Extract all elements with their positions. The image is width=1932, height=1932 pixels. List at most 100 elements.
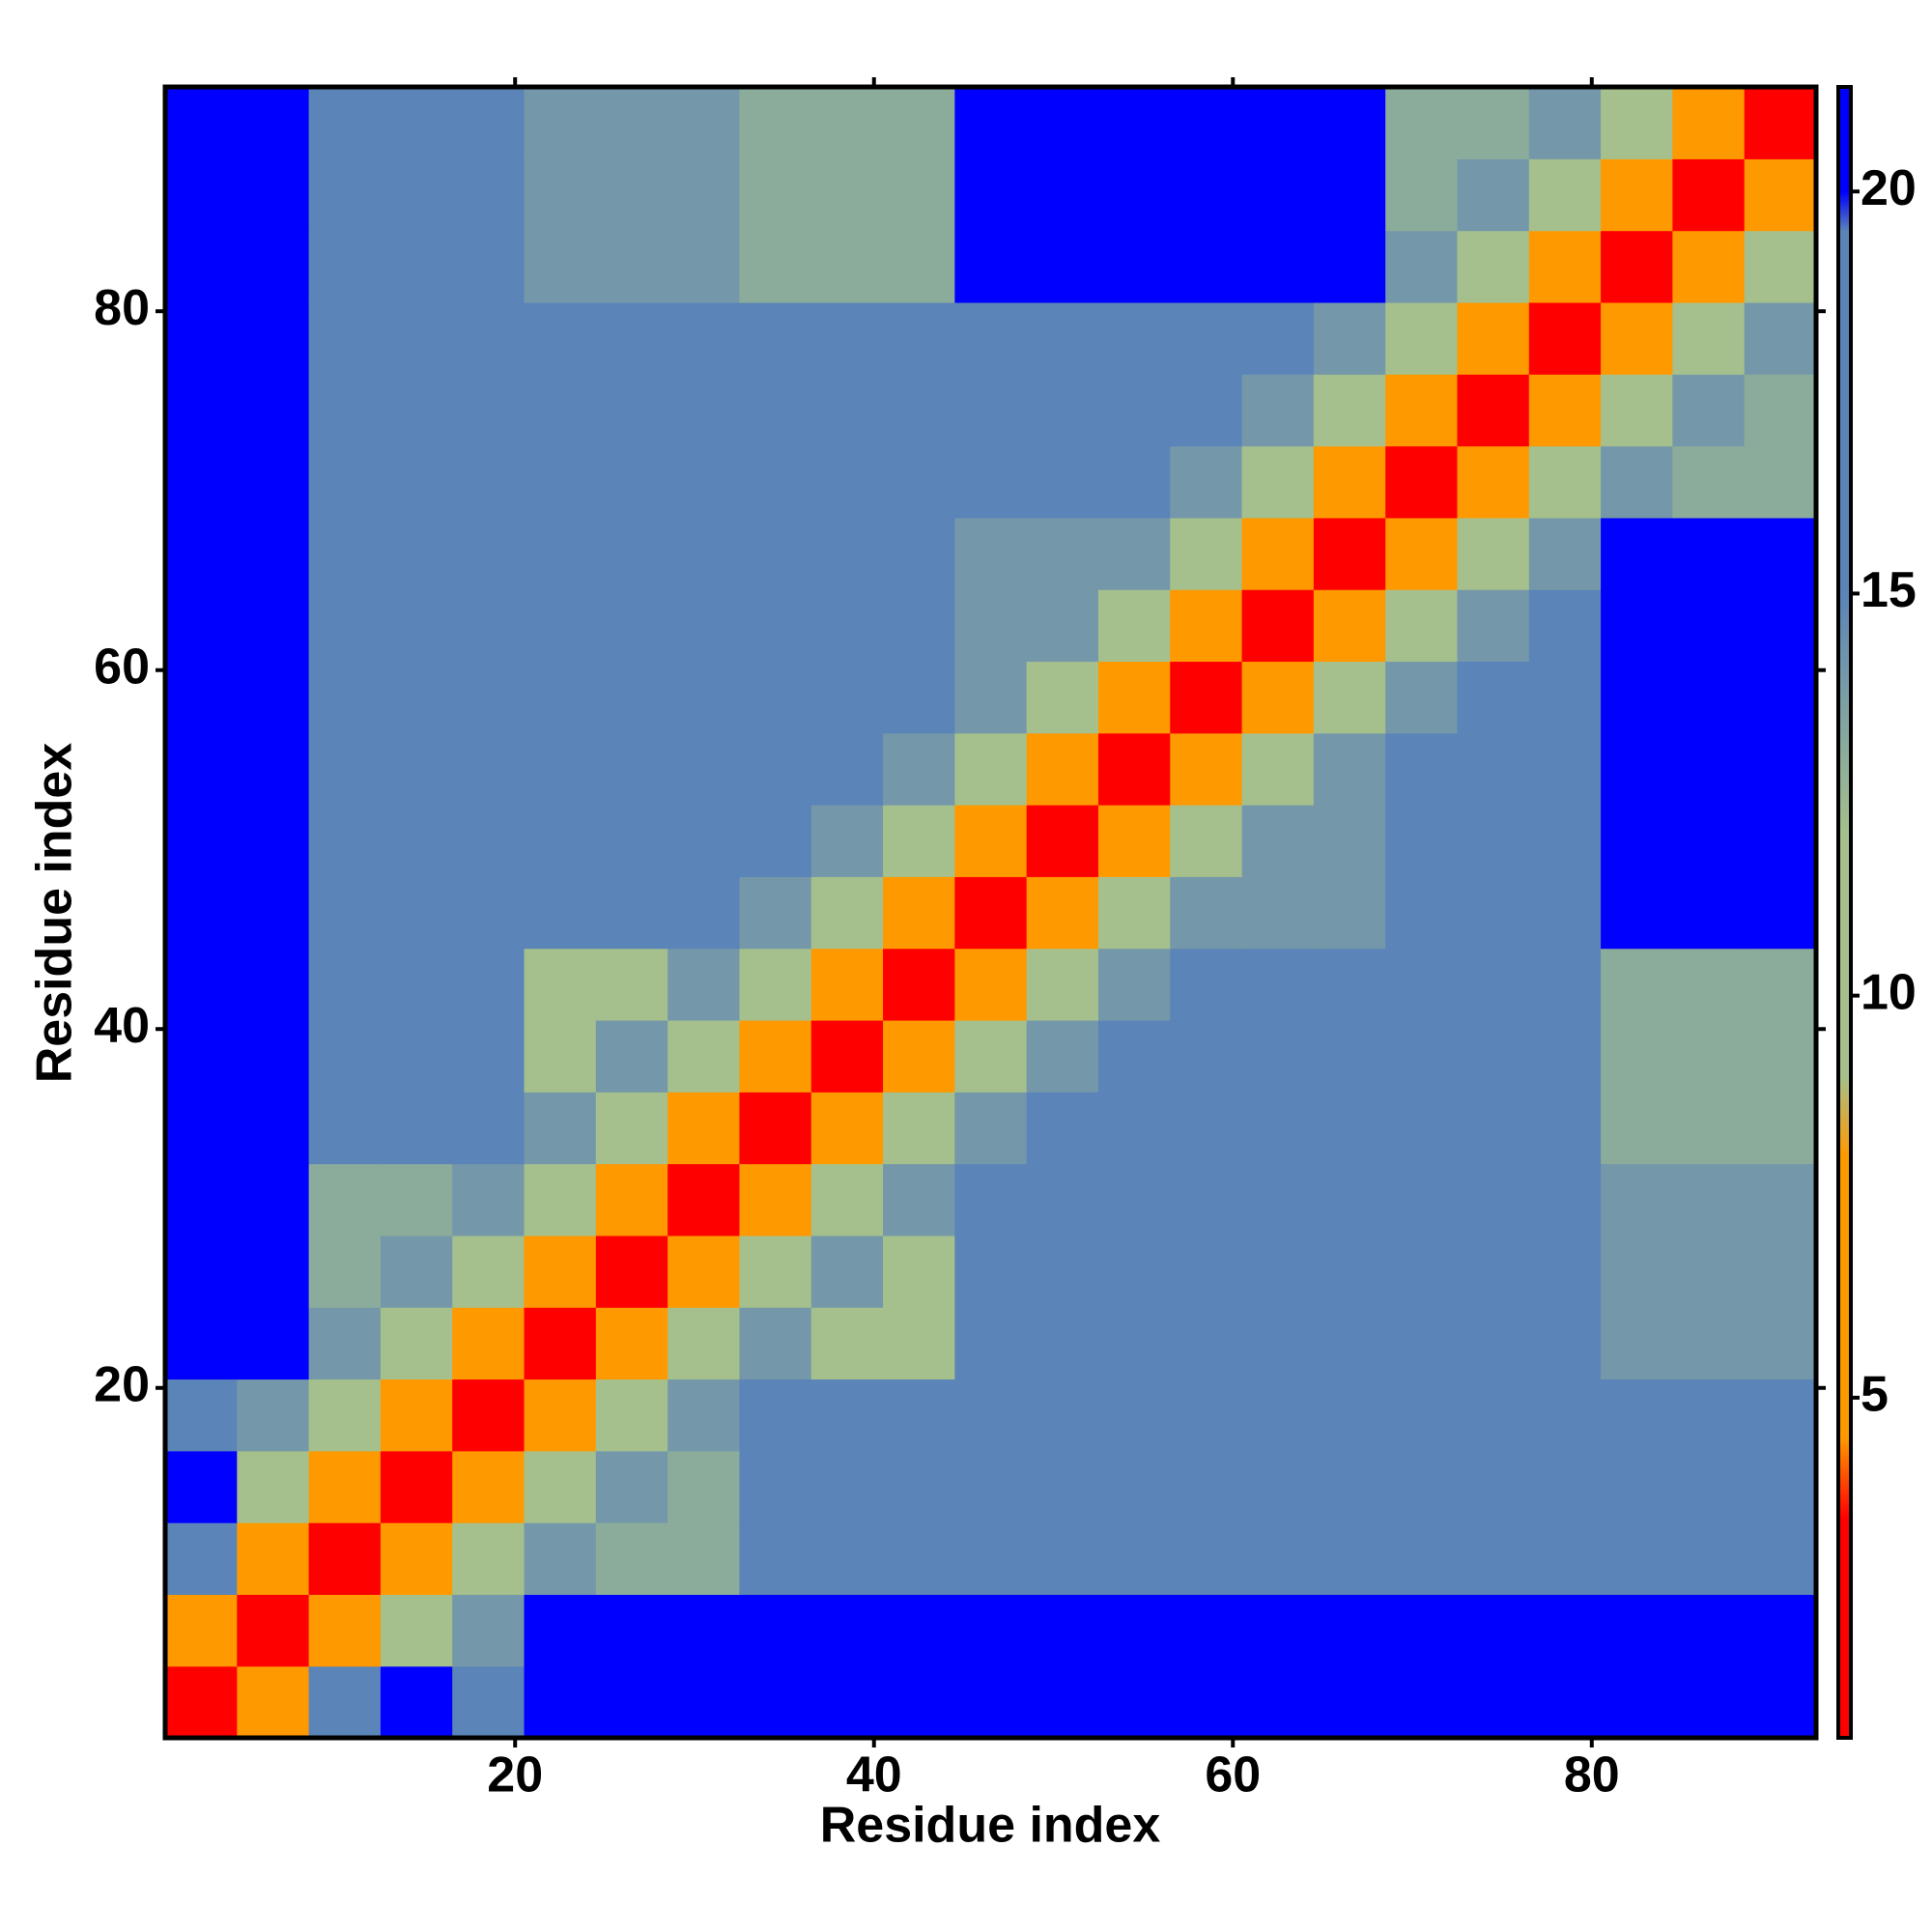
heatmap-cell xyxy=(810,1378,884,1452)
heatmap-cell xyxy=(1457,948,1530,1021)
heatmap-cell xyxy=(883,158,955,232)
heatmap-cell xyxy=(668,1665,741,1739)
heatmap-cell xyxy=(668,1307,741,1380)
heatmap-cell xyxy=(1097,589,1171,663)
heatmap-cell xyxy=(237,1594,310,1667)
heatmap-cell xyxy=(883,374,955,447)
heatmap-cell xyxy=(1313,301,1386,375)
heatmap-cell xyxy=(954,87,1028,159)
heatmap-cell xyxy=(954,948,1028,1021)
heatmap-cell xyxy=(1457,517,1530,590)
heatmap-cell xyxy=(1601,517,1673,590)
heatmap-cell xyxy=(165,805,238,877)
heatmap-cell xyxy=(595,805,668,877)
heatmap-cell xyxy=(308,876,382,950)
heatmap-cell xyxy=(1528,158,1602,232)
heatmap-cell xyxy=(739,374,812,447)
heatmap-cell xyxy=(1385,1092,1459,1165)
heatmap-cell xyxy=(810,1450,884,1523)
heatmap-cell xyxy=(165,158,238,232)
heatmap-cell xyxy=(954,158,1028,232)
heatmap-cell xyxy=(739,805,812,877)
heatmap-cell xyxy=(1528,517,1602,590)
heatmap-cell xyxy=(165,732,238,806)
heatmap-cell xyxy=(668,1092,741,1165)
y-tick-label: 40 xyxy=(94,998,150,1054)
heatmap-cell xyxy=(1672,805,1746,877)
heatmap-cell xyxy=(1744,374,1817,447)
heatmap-cell xyxy=(524,805,597,877)
heatmap-cell xyxy=(595,158,668,232)
heatmap-cell xyxy=(1672,732,1746,806)
heatmap-cell xyxy=(165,1665,238,1739)
heatmap-cell xyxy=(1170,1092,1243,1165)
heatmap-cell xyxy=(1385,87,1459,159)
heatmap-cell xyxy=(1385,1163,1459,1236)
heatmap-cell xyxy=(165,301,238,375)
heatmap-cell xyxy=(237,158,310,232)
heatmap-cell xyxy=(739,1235,812,1308)
heatmap-cell xyxy=(595,374,668,447)
heatmap-cell xyxy=(524,158,597,232)
heatmap-cell xyxy=(668,1378,741,1452)
heatmap-cell xyxy=(1026,948,1099,1021)
heatmap-cell xyxy=(1744,732,1817,806)
heatmap-cell xyxy=(595,301,668,375)
heatmap-cell xyxy=(1672,1092,1746,1165)
heatmap-cell xyxy=(1528,1307,1602,1380)
heatmap-cell xyxy=(1097,517,1171,590)
heatmap-cell xyxy=(1097,1235,1171,1308)
heatmap-cell xyxy=(954,1378,1028,1452)
heatmap-cell xyxy=(237,87,310,159)
heatmap-cell xyxy=(524,1163,597,1236)
heatmap-cell xyxy=(237,948,310,1021)
heatmap-cell xyxy=(1026,374,1099,447)
heatmap-cell xyxy=(883,517,955,590)
heatmap-cell xyxy=(1097,1594,1171,1667)
heatmap-cell xyxy=(165,1450,238,1523)
heatmap-cell xyxy=(1170,1307,1243,1380)
heatmap-cell xyxy=(452,87,526,159)
heatmap-cell xyxy=(668,876,741,950)
heatmap-cell xyxy=(1026,230,1099,303)
heatmap-cell xyxy=(1744,1450,1817,1523)
heatmap-cell xyxy=(308,589,382,663)
heatmap-cell xyxy=(810,87,884,159)
heatmap-cell xyxy=(1170,1665,1243,1739)
heatmap-cell xyxy=(1672,1450,1746,1523)
heatmap-cell xyxy=(165,1019,238,1093)
y-tick-label: 60 xyxy=(94,639,150,695)
heatmap-cell xyxy=(883,948,955,1021)
heatmap-cell xyxy=(165,876,238,950)
heatmap-cell xyxy=(237,230,310,303)
heatmap-cell xyxy=(1672,948,1746,1021)
heatmap-cell xyxy=(668,1522,741,1595)
heatmap-cell xyxy=(1601,158,1673,232)
heatmap-cell xyxy=(739,1522,812,1595)
heatmap-cell xyxy=(452,517,526,590)
heatmap-cell xyxy=(668,87,741,159)
heatmap-cell xyxy=(1528,301,1602,375)
heatmap-cell xyxy=(165,1594,238,1667)
heatmap-cell xyxy=(1241,948,1315,1021)
heatmap-cell xyxy=(1097,1092,1171,1165)
heatmap-cell xyxy=(524,230,597,303)
heatmap-cell xyxy=(954,1450,1028,1523)
heatmap-cell xyxy=(810,1092,884,1165)
heatmap-cell xyxy=(165,661,238,734)
heatmap-cell xyxy=(1313,1594,1386,1667)
heatmap-cell xyxy=(1744,1019,1817,1093)
heatmap-cell xyxy=(1528,1665,1602,1739)
heatmap-cell xyxy=(810,1019,884,1093)
heatmap-cell xyxy=(1097,1665,1171,1739)
heatmap-cell xyxy=(1026,301,1099,375)
heatmap-cell xyxy=(739,517,812,590)
heatmap-cell xyxy=(883,445,955,519)
heatmap-cell xyxy=(954,1163,1028,1236)
heatmap-cell xyxy=(1241,1235,1315,1308)
heatmap-cell xyxy=(1313,1163,1386,1236)
heatmap-cell xyxy=(1026,517,1099,590)
heatmap-cell xyxy=(1170,374,1243,447)
heatmap-cell xyxy=(308,948,382,1021)
heatmap-cell xyxy=(595,445,668,519)
